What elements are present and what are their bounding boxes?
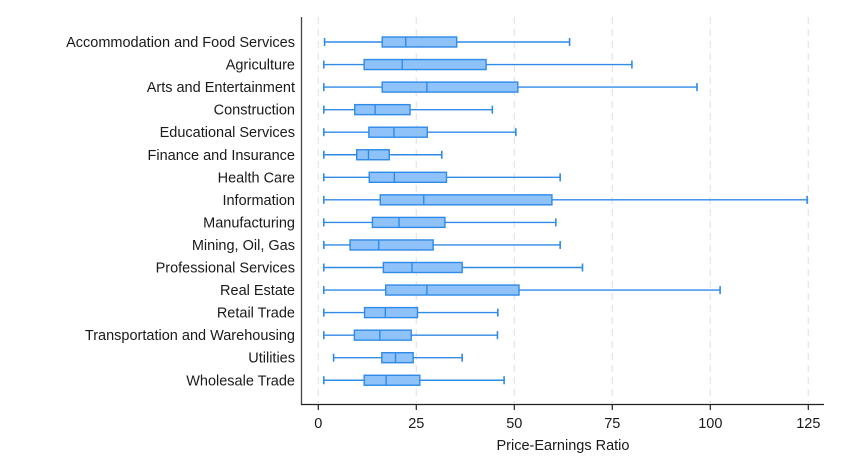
iqr-box (363, 374, 421, 386)
box-transportation-and-warehousing (322, 329, 499, 341)
box-finance-and-insurance (322, 149, 443, 161)
category-label: Utilities (248, 351, 295, 367)
category-label: Educational Services (160, 125, 295, 141)
box-manufacturing (322, 216, 557, 229)
category-label: Information (222, 193, 295, 209)
iqr-box (371, 216, 446, 229)
box-mining-oil-gas (322, 239, 561, 251)
category-label: Manufacturing (203, 215, 295, 231)
category-label: Accommodation and Food Services (66, 35, 295, 51)
iqr-box (379, 194, 553, 206)
iqr-box (385, 284, 520, 296)
box-wholesale-trade (322, 374, 505, 386)
box-real-estate (322, 284, 721, 296)
box-retail-trade (322, 306, 499, 319)
x-tick-label: 100 (698, 416, 722, 432)
box-construction (322, 103, 494, 116)
iqr-box (356, 149, 390, 161)
iqr-box (368, 171, 448, 184)
x-axis-ticks: 0 25 50 75 100 125 (314, 404, 820, 432)
x-tick-label: 75 (604, 416, 620, 432)
iqr-box (363, 58, 487, 71)
iqr-box (381, 36, 458, 48)
category-label: Professional Services (156, 261, 295, 277)
box-information (322, 194, 808, 206)
grid-lines (317, 17, 809, 403)
box-professional-services (322, 261, 584, 274)
y-axis-labels: Accommodation and Food Services Agricultu… (66, 35, 295, 389)
category-label: Real Estate (220, 283, 295, 299)
category-label: Construction (214, 103, 295, 119)
iqr-box (368, 126, 428, 138)
iqr-box (353, 329, 412, 341)
x-tick-label: 0 (314, 416, 322, 432)
iqr-box (382, 261, 463, 274)
box-health-care (322, 171, 561, 184)
category-label: Finance and Insurance (147, 148, 295, 164)
category-label: Agriculture (226, 58, 295, 74)
iqr-box (363, 306, 419, 319)
box-educational-services (322, 126, 517, 138)
box-series (322, 36, 808, 386)
category-label: Mining, Oil, Gas (192, 238, 295, 254)
iqr-box (381, 352, 414, 364)
iqr-box (381, 81, 519, 93)
x-axis-title: Price-Earnings Ratio (497, 438, 630, 454)
x-tick-label: 50 (506, 416, 522, 432)
category-label: Arts and Entertainment (147, 80, 295, 96)
x-tick-label: 125 (796, 416, 820, 432)
iqr-box (354, 103, 411, 116)
box-arts-and-entertainment (322, 81, 698, 93)
category-label: Health Care (218, 170, 295, 186)
category-label: Wholesale Trade (186, 373, 295, 389)
x-tick-label: 25 (408, 416, 424, 432)
box-agriculture (322, 58, 633, 71)
box-utilities (332, 352, 463, 364)
box-accommodation-and-food-services (323, 36, 571, 48)
iqr-box (349, 239, 434, 251)
category-label: Retail Trade (217, 306, 295, 322)
category-label: Transportation and Warehousing (85, 328, 295, 344)
